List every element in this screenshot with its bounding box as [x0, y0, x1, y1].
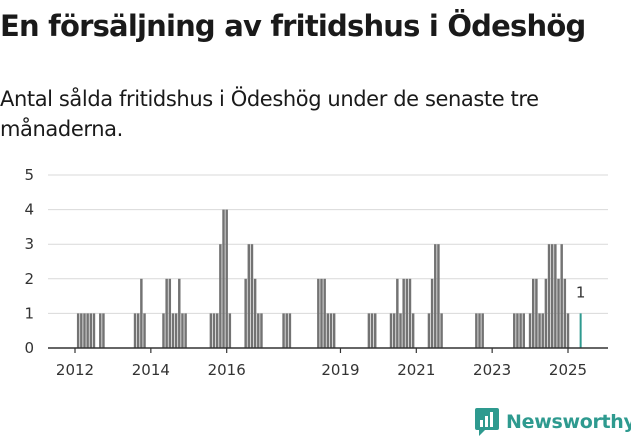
- bar: [171, 313, 175, 348]
- bar: [92, 313, 96, 348]
- bar: [136, 313, 140, 348]
- newsworthy-logo-icon: [475, 408, 499, 436]
- bar: [253, 278, 257, 348]
- bar: [519, 313, 522, 348]
- bar: [481, 313, 484, 348]
- y-tick-label: 1: [24, 304, 34, 322]
- bar: [557, 278, 560, 348]
- bar: [332, 313, 336, 348]
- bar: [174, 313, 178, 348]
- bar: [329, 313, 333, 348]
- bar: [554, 244, 557, 348]
- bar: [522, 313, 525, 348]
- bar: [373, 313, 377, 348]
- bar: [320, 278, 323, 348]
- bar: [544, 278, 548, 348]
- page-title: En försäljning av fritidshus i Ödeshög: [0, 9, 586, 43]
- bar: [513, 313, 516, 348]
- bar: [535, 278, 538, 348]
- bar: [83, 313, 86, 348]
- bar: [396, 278, 399, 348]
- bar: [215, 313, 219, 348]
- bar: [102, 313, 105, 348]
- x-tick-label: 2012: [56, 361, 94, 379]
- bar: [260, 313, 263, 348]
- bar: [528, 313, 532, 348]
- bar: [89, 313, 93, 348]
- y-tick-label: 2: [24, 270, 34, 288]
- x-tick-label: 2019: [321, 361, 359, 379]
- bar: [162, 313, 165, 348]
- bar: [547, 244, 551, 348]
- page-subtitle: Antal sålda fritidshus i Ödeshög under d…: [0, 87, 539, 141]
- bar: [257, 313, 260, 348]
- bar: [285, 313, 288, 348]
- bar: [389, 313, 393, 348]
- bar: [367, 313, 371, 348]
- bar: [475, 313, 478, 348]
- highlight-value-label: 1: [576, 283, 586, 301]
- bar: [541, 313, 544, 348]
- bar: [86, 313, 89, 348]
- bar: [392, 313, 396, 348]
- bar: [550, 244, 554, 348]
- bar: [563, 278, 567, 348]
- bar: [212, 313, 216, 348]
- x-tick-label: 2025: [549, 361, 587, 379]
- bar: [437, 244, 440, 348]
- y-tick-label: 4: [24, 201, 34, 219]
- bar: [516, 313, 519, 348]
- bar: [478, 313, 481, 348]
- bar: [181, 313, 184, 348]
- bar: [99, 313, 102, 348]
- bar: [408, 278, 412, 348]
- bar: [143, 313, 146, 348]
- y-tick-label: 0: [24, 339, 34, 357]
- bar: [370, 313, 374, 348]
- bar-chart: 0 1 2 3 4 5 1 2012 2014 2016 2019 2021 2023 2025: [24, 166, 608, 379]
- bar: [532, 278, 535, 348]
- bar: [317, 278, 320, 348]
- x-tick-label: 2014: [132, 361, 170, 379]
- bar: [538, 313, 541, 348]
- bar: [209, 313, 213, 348]
- x-tick-label: 2023: [473, 361, 511, 379]
- bar: [560, 244, 563, 348]
- logo-text: Newsworthy: [506, 411, 631, 433]
- bar: [399, 313, 402, 348]
- bar: [566, 313, 570, 348]
- bar: [440, 313, 443, 348]
- bar: [184, 313, 187, 348]
- y-tick-label: 3: [24, 235, 34, 253]
- bar: [288, 313, 292, 348]
- x-tick-label: 2021: [397, 361, 435, 379]
- bar: [222, 209, 225, 348]
- bar: [133, 313, 137, 348]
- bar: [247, 244, 251, 348]
- bar: [405, 278, 409, 348]
- bar: [427, 313, 431, 348]
- x-tick-label: 2016: [208, 361, 246, 379]
- bar: [76, 313, 80, 348]
- bar: [250, 244, 254, 348]
- bar: [282, 313, 285, 348]
- bar: [140, 278, 143, 348]
- bar: [402, 278, 405, 348]
- bar: [80, 313, 83, 348]
- bar: [323, 278, 326, 348]
- bar: [178, 278, 181, 348]
- y-tick-label: 5: [24, 166, 34, 184]
- highlight-bar: [579, 313, 582, 348]
- newsworthy-logo: Newsworthy: [474, 405, 631, 439]
- bar: [434, 244, 437, 348]
- bar: [165, 278, 168, 348]
- bar: [430, 278, 434, 348]
- bar: [219, 244, 222, 348]
- bar: [326, 313, 330, 348]
- bar: [225, 209, 228, 348]
- bar: [244, 278, 247, 348]
- bar: [168, 278, 172, 348]
- bar: [411, 313, 415, 348]
- bar: [228, 313, 232, 348]
